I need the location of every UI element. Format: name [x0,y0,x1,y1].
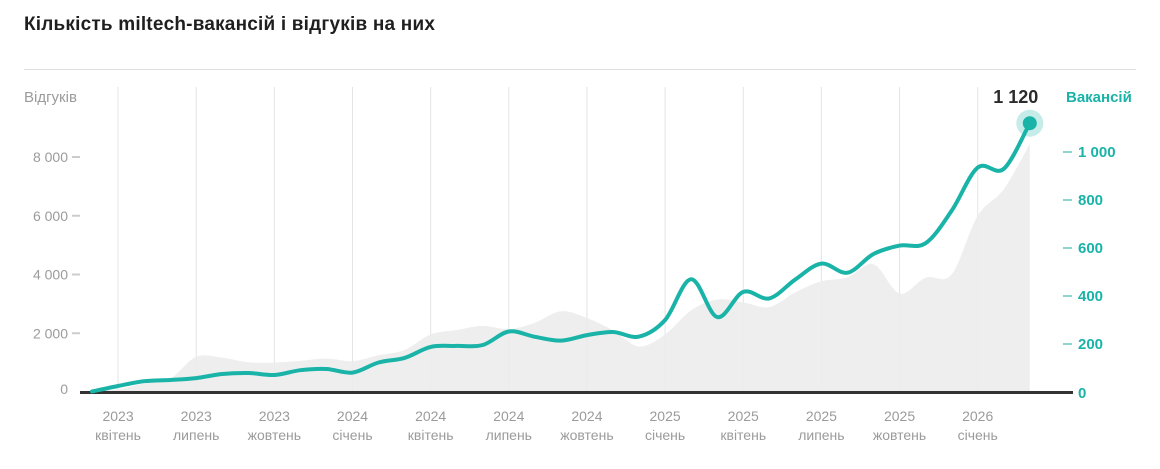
responses-area [92,143,1030,392]
x-tick-year: 2025 [884,408,915,424]
x-tick-month: квітень [95,427,141,443]
x-tick-month: липень [798,427,844,443]
x-tick-year: 2023 [102,408,133,424]
right-tick-label: 1 000 [1078,144,1116,161]
x-tick-month: квітень [720,427,766,443]
right-tick-label: 400 [1078,288,1103,305]
x-tick-month: січень [332,427,372,443]
x-tick-month: жовтень [248,427,301,443]
x-tick-year: 2024 [337,408,368,424]
x-tick-month: жовтень [873,427,926,443]
left-axis-title: Відгуків [24,89,77,106]
right-tick-label: 600 [1078,240,1103,257]
chart-title: Кількість miltech-вакансій і відгуків на… [24,14,436,35]
endpoint-dot[interactable] [1022,116,1037,131]
x-tick-year: 2023 [259,408,290,424]
right-axis-ticks: 0 200 400 600 800 1 000 [1063,144,1116,402]
x-tick-month: січень [958,427,998,443]
left-tick-label: 0 [60,381,68,397]
x-tick-year: 2023 [181,408,212,424]
x-tick-year: 2025 [728,408,759,424]
right-axis-title: Вакансій [1066,89,1132,106]
right-tick-label: 800 [1078,192,1103,209]
x-tick-month: квітень [408,427,454,443]
x-tick-year: 2025 [806,408,837,424]
right-tick-label: 0 [1078,385,1086,402]
x-tick-year: 2024 [415,408,446,424]
x-tick-year: 2024 [571,408,602,424]
x-tick-month: січень [645,427,685,443]
left-tick-label: 6 000 [33,208,68,224]
left-tick-label: 2 000 [33,325,68,341]
endpoint-value-label: 1 120 [993,87,1038,107]
x-tick-year: 2025 [650,408,681,424]
left-tick-label: 4 000 [33,267,68,283]
x-tick-month: липень [173,427,219,443]
x-tick-year: 2024 [493,408,524,424]
x-axis-labels: 2023 квітень 2023 липень 2023 жовтень 2024 січе… [95,408,998,443]
x-tick-year: 2026 [962,408,993,424]
left-tick-label: 8 000 [33,149,68,165]
vacancies-line [90,121,1032,394]
x-tick-month: жовтень [560,427,613,443]
right-tick-label: 200 [1078,336,1103,353]
x-tick-month: липень [486,427,532,443]
left-axis-ticks: 0 2 000 4 000 6 000 8 000 [33,149,80,397]
title-divider [24,69,1136,70]
